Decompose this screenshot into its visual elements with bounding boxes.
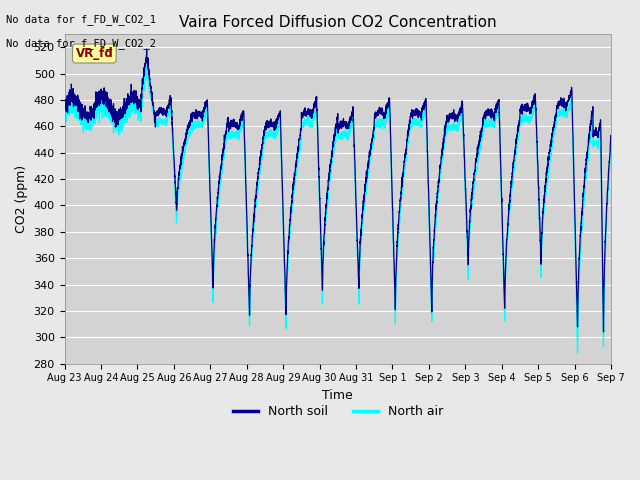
X-axis label: Time: Time <box>323 389 353 402</box>
Text: No data for f_FD_W_CO2_1: No data for f_FD_W_CO2_1 <box>6 14 156 25</box>
Legend: North soil, North air: North soil, North air <box>228 400 448 423</box>
Y-axis label: CO2 (ppm): CO2 (ppm) <box>15 165 28 233</box>
Text: No data for f_FD_W_CO2_2: No data for f_FD_W_CO2_2 <box>6 38 156 49</box>
Title: Vaira Forced Diffusion CO2 Concentration: Vaira Forced Diffusion CO2 Concentration <box>179 15 497 30</box>
Text: VR_fd: VR_fd <box>76 47 113 60</box>
